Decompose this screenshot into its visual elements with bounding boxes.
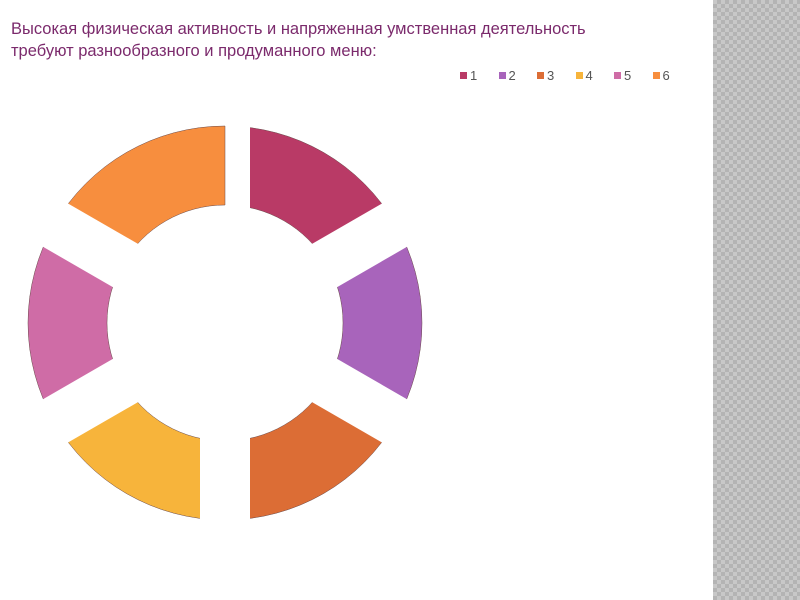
doughnut-chart	[27, 116, 423, 530]
title-line-1: Высокая физическая активность и напряжен…	[11, 20, 586, 38]
title-line-2: требуют разнообразного и продуманного ме…	[11, 42, 377, 60]
legend-swatch	[575, 72, 583, 79]
slice-gap	[33, 301, 238, 449]
chart-legend: 1 2 3 4 5 6	[460, 68, 691, 83]
legend-entry-6: 6	[652, 68, 692, 83]
legend-label: 4	[585, 68, 593, 83]
slide-title: Высокая физическая активность и напряжен…	[11, 18, 701, 62]
legend-entry-3: 3	[537, 68, 576, 83]
legend-label: 3	[547, 68, 555, 83]
legend-entry-4: 4	[575, 68, 615, 83]
legend-swatch	[498, 72, 506, 79]
legend-label: 2	[508, 68, 516, 83]
legend-label: 1	[470, 68, 478, 83]
legend-swatch	[537, 72, 544, 79]
legend-entry-2: 2	[498, 68, 538, 83]
legend-swatch	[614, 72, 621, 79]
slice-gap	[212, 197, 417, 345]
slice-gap	[33, 197, 238, 345]
legend-label: 5	[624, 68, 632, 83]
legend-label: 6	[662, 68, 670, 83]
legend-swatch	[652, 72, 660, 79]
legend-entry-5: 5	[614, 68, 653, 83]
legend-entry-1: 1	[460, 68, 499, 83]
decorative-checker-strip	[713, 0, 800, 600]
legend-swatch	[460, 72, 467, 79]
slice-gap	[212, 301, 417, 449]
